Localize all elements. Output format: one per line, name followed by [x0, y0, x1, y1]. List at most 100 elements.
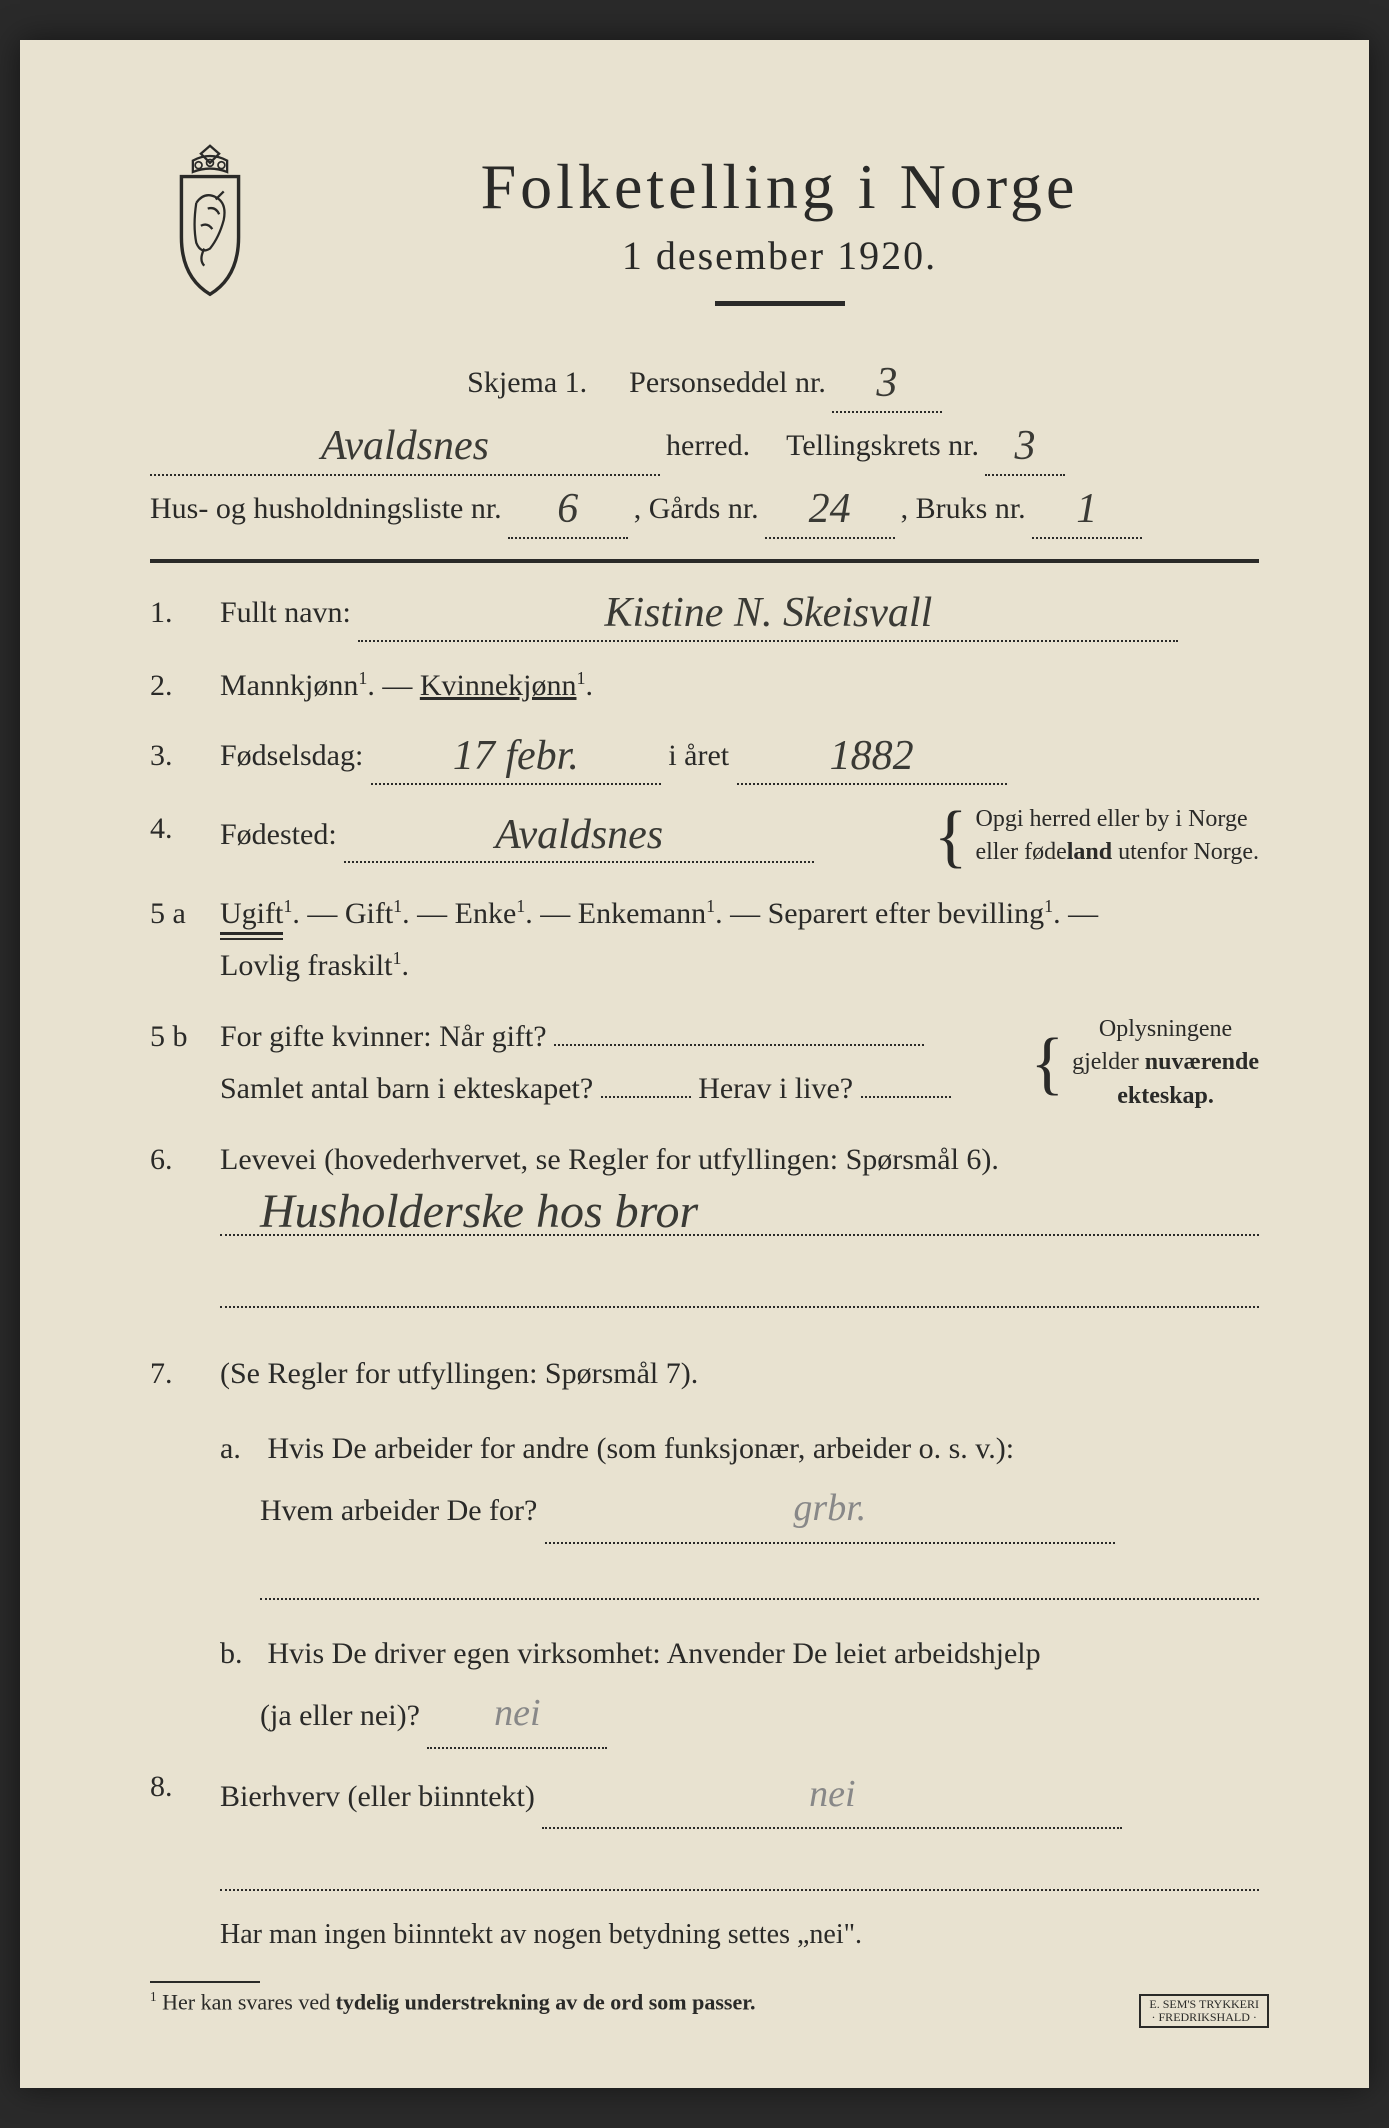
printer-stamp: E. SEM'S TRYKKERI · FREDRIKSHALD · [1139, 1994, 1269, 2028]
q5b-note1: Oplysningene [1099, 1016, 1232, 1042]
husliste-nr: 6 [557, 486, 578, 532]
q6-line2 [220, 1264, 1259, 1308]
q2-opt1: Mannkjønn [220, 669, 358, 702]
q6-label: Levevei (hovederhvervet, se Regler for u… [220, 1143, 999, 1176]
tellingskrets-nr: 3 [1015, 423, 1036, 469]
q7a-value: grbr. [793, 1487, 866, 1529]
q7a-text1: Hvis De arbeider for andre (som funksjon… [268, 1432, 1015, 1465]
skjema-line: Skjema 1. Personseddel nr. 3 [150, 354, 1259, 413]
q1: 1. Fullt navn: Kistine N. Skeisvall [150, 587, 1259, 642]
bottom-note: Har man ingen biinntekt av nogen betydni… [220, 1919, 1259, 1951]
brace-icon: { [1031, 1046, 1065, 1081]
footnote-rule [150, 1981, 260, 1983]
herred-line: Avaldsnes herred. Tellingskrets nr. 3 [150, 417, 1259, 476]
q5a-opt4: Enkemann [578, 897, 706, 930]
title-divider [715, 301, 845, 306]
footnote: 1 Her kan svares ved tydelig understrekn… [150, 1981, 1259, 2015]
gards-label: , Gårds nr. [634, 480, 759, 537]
title-block: Folketelling i Norge 1 desember 1920. [300, 140, 1259, 334]
q4-label: Fødested: [220, 818, 337, 851]
q7b-text1: Hvis De driver egen virksomhet: Anvender… [268, 1637, 1041, 1670]
q5b-sidenote: Oplysningene gjelder nuværende ekteskap. [1072, 1013, 1259, 1114]
q4-sidenote: Opgi herred eller by i Norge eller fødel… [975, 803, 1259, 870]
q5b: 5 b For gifte kvinner: Når gift? Samlet … [150, 1011, 1259, 1116]
q3-label2: i året [668, 739, 729, 772]
q5b-note2b: nuværende [1145, 1049, 1259, 1075]
q4-note2a: eller føde [975, 839, 1066, 865]
personseddel-nr: 3 [876, 360, 897, 406]
hus-line: Hus- og husholdningsliste nr. 6 , Gårds … [150, 480, 1259, 539]
q5a-opt3: Enke [455, 897, 517, 930]
q4-value: Avaldsnes [495, 812, 663, 858]
q6-line1: Husholderske hos bror [220, 1192, 1259, 1236]
date-subtitle: 1 desember 1920. [300, 232, 1259, 279]
husliste-label: Hus- og husholdningsliste nr. [150, 480, 502, 537]
q4: 4. Fødested: Avaldsnes { Opgi herred ell… [150, 803, 1259, 870]
herred-label: herred. [666, 417, 750, 474]
q6-num: 6. [150, 1134, 202, 1187]
q3-value1: 17 febr. [453, 733, 579, 779]
q7a-text2: Hvem arbeider De for? [260, 1494, 537, 1527]
q1-label: Fullt navn: [220, 596, 351, 629]
q8-value: nei [809, 1773, 855, 1815]
q3: 3. Fødselsdag: 17 febr. i året 1882 [150, 730, 1259, 785]
q2-opt2: Kvinnekjønn [420, 669, 577, 702]
footnote-text2: tydelig understrekning av de ord som pas… [336, 1990, 756, 2015]
q7: 7. (Se Regler for utfyllingen: Spørsmål … [150, 1348, 1259, 1401]
herred-value: Avaldsnes [321, 423, 489, 469]
printer-line2: · FREDRIKSHALD · [1152, 2010, 1257, 2024]
q6-value: Husholderske hos bror [220, 1188, 698, 1236]
q5a-opt5: Separert efter bevilling [768, 897, 1045, 930]
q7b-value: nei [494, 1692, 540, 1734]
q5b-label3: Herav i live? [698, 1072, 853, 1105]
q8-label: Bierhverv (eller biinntekt) [220, 1780, 535, 1813]
bruks-label: , Bruks nr. [901, 480, 1026, 537]
q7a: a. Hvis De arbeider for andre (som funks… [220, 1423, 1259, 1544]
q8-line2 [220, 1847, 1259, 1891]
bruks-nr: 1 [1076, 486, 1097, 532]
header: Folketelling i Norge 1 desember 1920. [150, 140, 1259, 334]
q5a: 5 a Ugift1. — Gift1. — Enke1. — Enkemann… [150, 888, 1259, 993]
q3-label1: Fødselsdag: [220, 739, 363, 772]
q6: 6. Levevei (hovederhvervet, se Regler fo… [150, 1134, 1259, 1187]
q7b-text2: (ja eller nei)? [260, 1699, 420, 1732]
q3-num: 3. [150, 730, 202, 785]
q5b-num: 5 b [150, 1011, 202, 1116]
q4-note1: Opgi herred eller by i Norge [975, 806, 1247, 832]
brace-icon: { [934, 819, 968, 854]
gards-nr: 24 [809, 486, 851, 532]
skjema-label: Skjema 1. [467, 354, 587, 411]
q8: 8. Bierhverv (eller biinntekt) nei [150, 1761, 1259, 1830]
main-title: Folketelling i Norge [300, 150, 1259, 224]
q1-value: Kistine N. Skeisvall [604, 590, 932, 636]
q5a-opt6: Lovlig fraskilt [220, 949, 392, 982]
q1-num: 1. [150, 587, 202, 642]
footnote-marker: 1 [150, 1989, 157, 2004]
q7a-letter: a. [220, 1423, 260, 1476]
q7-num: 7. [150, 1348, 202, 1401]
q4-num: 4. [150, 803, 202, 870]
q5a-opt1: Ugift [220, 897, 283, 935]
q5a-num: 5 a [150, 888, 202, 993]
printer-line1: E. SEM'S TRYKKERI [1149, 1997, 1259, 2011]
q3-value2: 1882 [830, 733, 914, 779]
personseddel-label: Personseddel nr. [629, 354, 826, 411]
q5b-note2a: gjelder [1072, 1049, 1145, 1075]
q7a-line2 [260, 1556, 1259, 1600]
q5a-opt2: Gift [345, 897, 393, 930]
q2-num: 2. [150, 660, 202, 713]
q4-note2c: utenfor Norge. [1112, 839, 1259, 865]
section-rule [150, 559, 1259, 563]
coat-of-arms-icon [150, 140, 270, 300]
q5b-label1: For gifte kvinner: Når gift? [220, 1020, 547, 1053]
tellingskrets-label: Tellingskrets nr. [786, 417, 979, 474]
census-form-page: Folketelling i Norge 1 desember 1920. Sk… [20, 40, 1369, 2088]
q4-note2b: land [1067, 839, 1112, 865]
q7-label: (Se Regler for utfyllingen: Spørsmål 7). [220, 1357, 698, 1390]
q5b-note3: ekteskap. [1117, 1083, 1214, 1109]
q2: 2. Mannkjønn1. — Kvinnekjønn1. [150, 660, 1259, 713]
q5b-label2: Samlet antal barn i ekteskapet? [220, 1072, 593, 1105]
q7b-letter: b. [220, 1628, 260, 1681]
q8-num: 8. [150, 1761, 202, 1830]
q7b: b. Hvis De driver egen virksomhet: Anven… [220, 1628, 1259, 1749]
